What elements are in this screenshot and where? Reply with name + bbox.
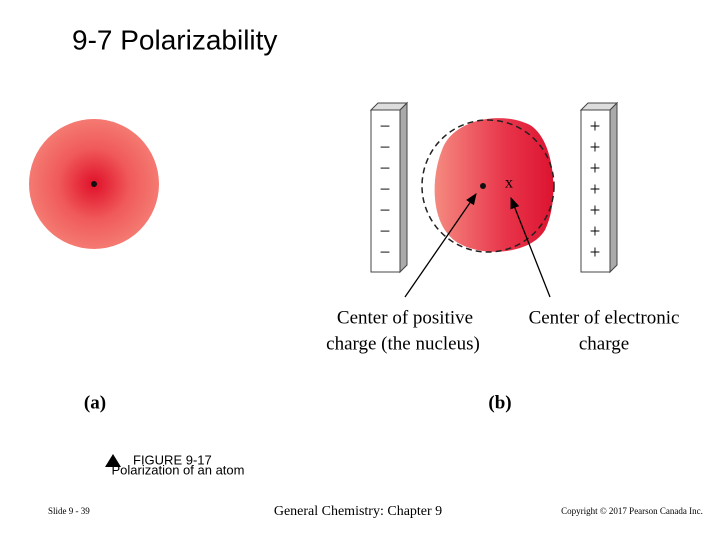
plate-sign: + xyxy=(590,158,601,179)
plate-sign: + xyxy=(590,179,601,200)
electron-cloud xyxy=(434,118,554,252)
plate-sign: + xyxy=(590,200,601,221)
plate-sign: − xyxy=(380,242,391,263)
original-boundary xyxy=(421,119,555,253)
caption-text: Polarization of an atom xyxy=(112,462,245,477)
label: Center of positive xyxy=(337,307,473,328)
label: charge (the nucleus) xyxy=(326,333,480,354)
nucleus-dot xyxy=(91,181,97,187)
plate-sign: + xyxy=(590,116,601,137)
plate-sign: + xyxy=(590,137,601,158)
negative-plate xyxy=(369,101,409,274)
plate-sign: − xyxy=(380,221,391,242)
copyright: Copyright © 2017 Pearson Canada Inc. xyxy=(561,506,703,516)
slide-title: 9-7 Polarizability xyxy=(72,24,277,55)
plate-sign: − xyxy=(380,158,391,179)
plate-sign: + xyxy=(590,221,601,242)
nucleus-dot xyxy=(480,183,486,189)
panel-label: (a) xyxy=(84,392,106,413)
plate-sign: − xyxy=(380,179,391,200)
caption-triangle xyxy=(105,454,121,467)
slide-number: Slide 9 - 39 xyxy=(48,506,90,516)
caption-number: FIGURE 9-17 xyxy=(133,452,212,467)
electron-center-mark: x xyxy=(505,175,513,192)
course: General Chemistry: Chapter 9 xyxy=(274,504,442,519)
arrow xyxy=(404,193,477,298)
positive-plate xyxy=(579,101,619,274)
plate-sign: − xyxy=(380,200,391,221)
panel-label: (b) xyxy=(488,392,511,413)
plate-sign: − xyxy=(380,116,391,137)
plate-sign: + xyxy=(590,242,601,263)
plate-sign: − xyxy=(380,137,391,158)
label: charge xyxy=(579,333,629,354)
arrow xyxy=(510,196,551,298)
label: Center of electronic xyxy=(529,307,680,328)
